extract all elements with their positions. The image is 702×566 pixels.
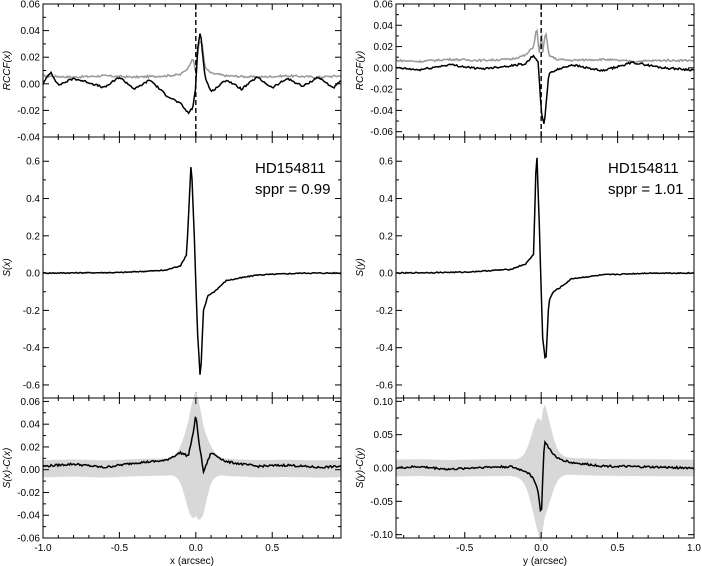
y-tick-label: 0.2 (379, 231, 393, 242)
series-line (42, 33, 342, 115)
y-tick-label: 0.4 (379, 194, 393, 205)
series-line (395, 28, 695, 64)
x-axis-label: x (arcsec) (170, 556, 214, 566)
y-tick-label: -0.05 (370, 497, 393, 508)
series-line (42, 416, 342, 475)
y-axis-label: S(y) (355, 258, 366, 276)
y-tick-label: 0.6 (379, 157, 393, 168)
series-line (395, 54, 695, 124)
y-tick-label: 0.06 (374, 0, 394, 11)
x-tick-label: 0.0 (189, 543, 203, 554)
y-tick-label: -0.02 (370, 85, 393, 96)
y-tick-label: -0.2 (23, 306, 41, 317)
y-tick-label: 0.6 (26, 157, 40, 168)
annotation-text: sppr = 0.99 (255, 181, 330, 198)
y-tick-label: -0.06 (17, 534, 40, 545)
y-tick-label: -0.6 (376, 380, 394, 391)
y-tick-label: 0.04 (374, 21, 394, 32)
series-line (395, 157, 695, 359)
series-line (42, 167, 342, 375)
plot-frame (42, 3, 342, 138)
uncertainty-band (396, 404, 694, 544)
y-tick-label: -0.04 (17, 511, 40, 522)
y-axis-label: RCCF(y) (355, 51, 366, 90)
y-tick-label: 0.02 (374, 42, 394, 53)
panel-right-mid: -0.6 -0.4 -0.2 0.0 0.2 0.4 0.6 S(y) HD154811 sppr… (355, 136, 695, 399)
x-tick-label: -1.0 (34, 543, 52, 554)
y-tick-label: 0.4 (26, 194, 40, 205)
y-tick-label: -0.6 (23, 380, 41, 391)
annotation-text: HD154811 (608, 160, 679, 177)
y-tick-label: 0.10 (374, 397, 394, 408)
x-tick-label: 0.0 (534, 543, 548, 554)
y-tick-label: 0.04 (21, 420, 41, 431)
panel-left-mid: -0.6 -0.4 -0.2 0.0 0.2 0.4 0.6 S(x) HD154811 sppr… (2, 136, 342, 399)
x-tick-label: 1.0 (687, 543, 701, 554)
annotation-text: sppr = 1.01 (608, 181, 683, 198)
x-tick-label: 0.5 (265, 543, 279, 554)
y-tick-label: 0.0 (26, 269, 40, 280)
x-axis-label: y (arcsec) (523, 556, 567, 566)
panel-left-bot: -0.06 -0.04 -0.02 0.00 0.02 0.04 0.06 -1.0 -0.5 0… (2, 391, 342, 566)
uncertainty-band (43, 391, 341, 520)
panel-right-bot: -0.10 -0.05 0.00 0.05 0.10 -0.5 0.0 0.5 1.0 S(y)-… (355, 397, 701, 566)
y-tick-label: 0.00 (21, 79, 41, 90)
y-tick-label: -0.4 (23, 343, 41, 354)
y-tick-label: -0.02 (17, 106, 40, 117)
y-axis-label: S(x)-C(x) (2, 448, 13, 489)
y-tick-label: -0.2 (376, 306, 394, 317)
annotation-text: HD154811 (255, 160, 326, 177)
panel-right-top: -0.06 -0.04 -0.02 0.00 0.02 0.04 0.06 RCCF(y) (355, 0, 695, 138)
series-line (395, 439, 695, 513)
y-tick-label: 0.06 (21, 397, 41, 408)
x-tick-label: -0.5 (111, 543, 129, 554)
y-tick-label: -0.06 (370, 127, 393, 138)
y-tick-label: -0.04 (370, 106, 393, 117)
y-axis-label: RCCF(x) (2, 51, 13, 90)
y-tick-label: -0.02 (17, 488, 40, 499)
y-axis-label: S(y)-C(y) (355, 448, 366, 489)
y-tick-label: 0.05 (374, 430, 394, 441)
y-axis-label: S(x) (2, 258, 13, 276)
y-tick-label: 0.02 (21, 442, 41, 453)
plot-frame (42, 397, 342, 539)
y-tick-label: 0.00 (374, 464, 394, 475)
panel-left-top: -0.04 -0.02 0.00 0.02 0.04 0.06 RCCF(x) (2, 0, 342, 144)
y-tick-label: 0.04 (21, 26, 41, 37)
y-tick-label: -0.4 (376, 343, 394, 354)
y-tick-label: -0.10 (370, 530, 393, 541)
y-tick-label: 0.02 (21, 53, 41, 64)
y-tick-label: 0.2 (26, 231, 40, 242)
x-tick-label: -0.5 (456, 543, 474, 554)
y-tick-label: 0.06 (21, 0, 41, 11)
y-tick-label: -0.04 (17, 133, 40, 144)
y-tick-label: 0.00 (21, 465, 41, 476)
series-line (43, 41, 342, 79)
y-tick-label: 0.00 (374, 63, 394, 74)
x-tick-label: 0.5 (611, 543, 625, 554)
y-tick-label: 0.0 (379, 269, 393, 280)
